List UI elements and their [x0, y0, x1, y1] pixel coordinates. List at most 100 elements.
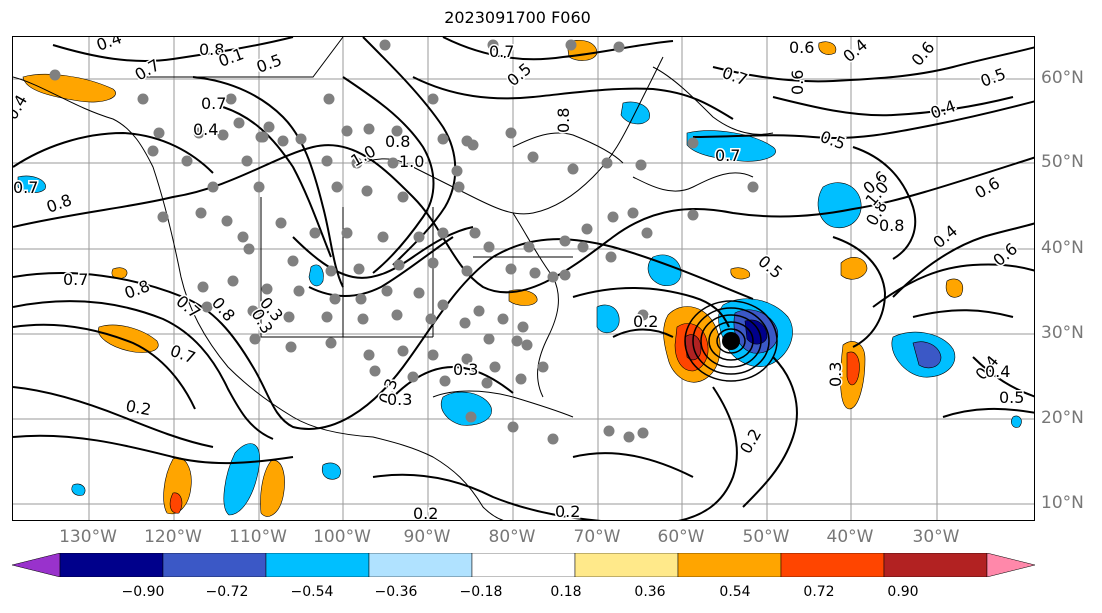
observation-point — [527, 151, 539, 163]
contour-label: 0.4 — [193, 120, 218, 139]
contour-label: 0.7 — [201, 94, 226, 113]
observation-point — [49, 69, 61, 81]
observation-point — [641, 227, 653, 239]
colorbar-segment — [780, 553, 885, 577]
observation-point — [181, 155, 193, 167]
colorbar-tick-label: −0.72 — [205, 584, 249, 600]
observation-point — [427, 257, 439, 269]
observation-point — [325, 337, 337, 349]
colorbar-segment — [59, 553, 164, 577]
contour-label: 0.8 — [208, 293, 239, 325]
observation-point — [547, 433, 559, 445]
observation-point — [465, 411, 477, 423]
observation-point — [217, 129, 229, 141]
observation-point — [391, 125, 403, 137]
lon-label-60w: 60°W — [657, 527, 705, 547]
cold-blob — [912, 341, 942, 369]
contour-label: 0.2 — [124, 396, 152, 419]
contour-label: 0.7 — [715, 146, 740, 165]
observation-point — [381, 285, 393, 297]
warm-blob — [22, 74, 116, 103]
warm-blob — [111, 267, 128, 279]
observation-point — [461, 353, 473, 365]
observation-point — [637, 427, 649, 439]
observation-point — [483, 241, 495, 253]
observation-point — [567, 163, 579, 175]
observation-point — [469, 227, 481, 239]
observation-point — [577, 241, 589, 253]
lat-label-40n: 40°N — [1041, 238, 1084, 258]
observation-point — [153, 127, 165, 139]
contour-label: 1.0 — [399, 152, 424, 171]
contour-label: 0.4 — [94, 37, 124, 55]
observation-point — [687, 137, 699, 149]
cold-blob — [647, 254, 682, 286]
map-canvas: 0.4 0.80.1 0.50.70.50.7 0.4 0.60.70.40.60.50… — [13, 37, 1034, 521]
observation-point — [277, 135, 289, 147]
observation-point — [321, 155, 333, 167]
observation-point — [529, 267, 541, 279]
contour-label: 0.2 — [413, 504, 438, 521]
observation-point — [197, 281, 209, 293]
observation-point — [309, 227, 321, 239]
contour-label: 0.2 — [555, 502, 580, 521]
observation-point — [547, 271, 559, 283]
observation-point — [397, 345, 409, 357]
map-panel: 0.4 0.8 0.1 0.5 0.7 0.5 0.7 0.4 0.6 0.7 0.4 0.6 0.5 0… — [12, 36, 1035, 521]
warm-blob — [169, 492, 183, 514]
colorbar-tick-label: 0.36 — [634, 584, 666, 600]
contour-label: 0.5 — [818, 127, 848, 154]
observation-point — [453, 181, 465, 193]
lon-label-30w: 30°W — [912, 527, 960, 547]
colorbar-tick-label: −0.54 — [290, 584, 334, 600]
observation-point — [607, 211, 619, 223]
colorbar-segment — [574, 553, 679, 577]
observation-point — [523, 241, 535, 253]
contour-label: 0.8 — [385, 132, 410, 151]
observation-point — [413, 287, 425, 299]
colorbar-segment — [162, 553, 267, 577]
observation-point — [687, 209, 699, 221]
observation-point — [263, 121, 275, 133]
observation-point — [221, 215, 233, 227]
warm-blob — [945, 278, 964, 298]
contour-label: 0.3 — [453, 360, 478, 379]
cold-blob — [71, 483, 86, 496]
observation-point — [237, 231, 249, 243]
observation-point — [247, 305, 259, 317]
contour-label: 0.8 — [554, 108, 573, 133]
observation-point — [559, 269, 571, 281]
lon-label-130w: 130°W — [59, 527, 117, 547]
observation-point — [353, 263, 365, 275]
contour-label: 0.7 — [13, 178, 38, 197]
lat-label-20n: 20°N — [1041, 408, 1084, 428]
contour-label: 0.2 — [633, 312, 658, 331]
observation-point — [467, 139, 479, 151]
warm-blob — [840, 257, 868, 280]
observation-point — [613, 41, 625, 53]
lat-label-30n: 30°N — [1041, 323, 1084, 343]
observation-point — [355, 293, 367, 305]
observation-point — [227, 275, 239, 287]
observation-point — [387, 157, 399, 169]
observation-point — [255, 131, 267, 143]
contour-lines — [13, 37, 1034, 520]
observation-point — [397, 191, 409, 203]
observation-point — [207, 181, 219, 193]
observation-point — [329, 293, 341, 305]
lat-label-60n: 60°N — [1041, 68, 1084, 88]
lon-label-40w: 40°W — [826, 527, 874, 547]
contour-label: 0.7 — [720, 63, 750, 90]
observation-point — [565, 39, 577, 51]
lon-label-110w: 110°W — [229, 527, 287, 547]
observation-point — [559, 235, 571, 247]
observation-point — [627, 207, 639, 219]
colorbar-tick-label: −0.36 — [374, 584, 418, 600]
contour-label: 0.7 — [63, 270, 88, 289]
colorbar-segment — [883, 553, 988, 577]
observation-point — [437, 227, 449, 239]
observation-point — [233, 117, 245, 129]
observation-point — [331, 181, 343, 193]
observation-point — [361, 185, 373, 197]
observation-point — [413, 231, 425, 243]
